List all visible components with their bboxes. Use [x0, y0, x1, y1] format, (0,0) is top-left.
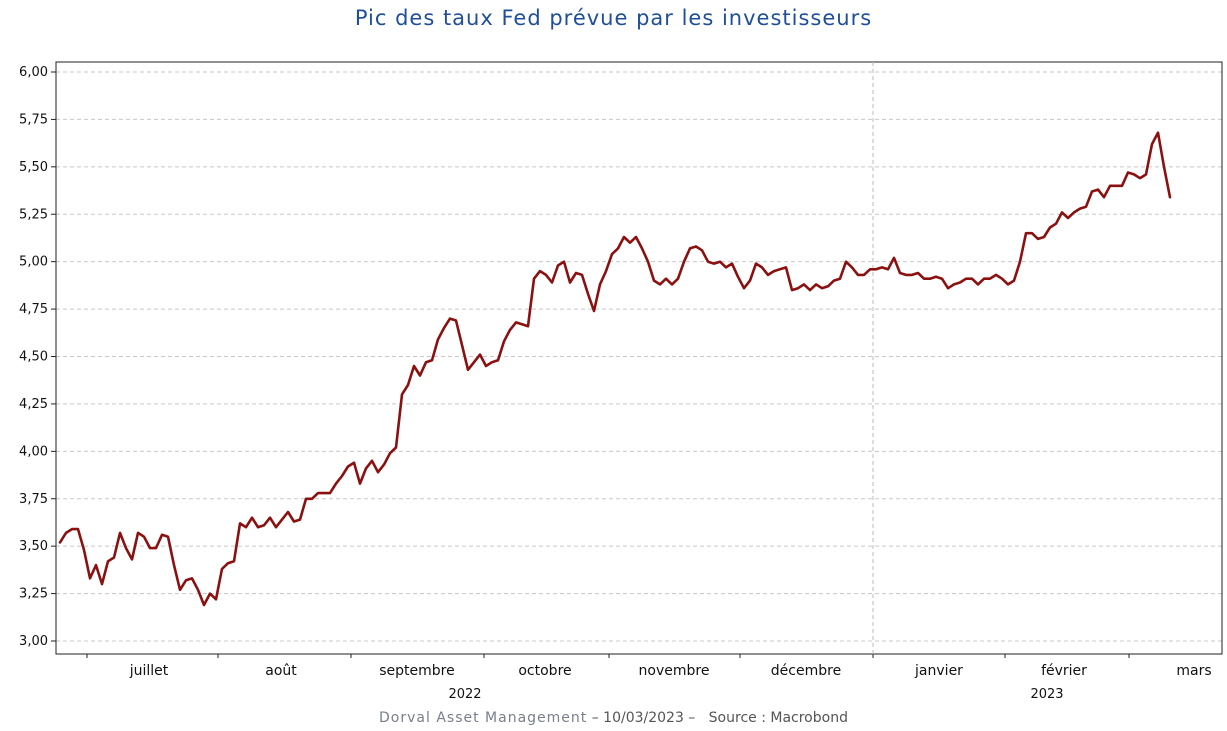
y-tick-label: 5,50 — [19, 160, 48, 175]
grid-layer — [56, 71, 1222, 642]
x-axis: juillet août septembre octobre novembre décem… — [86, 654, 1212, 702]
footer-credit: Dorval Asset Management – 10/03/2023 – S… — [0, 710, 1227, 726]
x-month-label: novembre — [639, 663, 710, 679]
y-tick-label: 3,75 — [19, 492, 48, 507]
y-tick-label: 4,25 — [19, 397, 48, 412]
x-month-label: août — [265, 663, 297, 679]
y-tick-label: 5,75 — [19, 112, 48, 127]
x-year-label: 2022 — [448, 687, 481, 702]
x-month-label: février — [1041, 663, 1087, 679]
x-month-label: juillet — [129, 663, 169, 679]
y-tick-label: 3,50 — [19, 539, 48, 554]
y-tick-label: 4,75 — [19, 302, 48, 317]
footer-brand: Dorval Asset Management — [379, 710, 588, 726]
x-month-label: décembre — [771, 663, 841, 679]
footer-source: Source : Macrobond — [708, 710, 848, 726]
x-month-label: septembre — [379, 663, 454, 679]
series-layer — [58, 131, 1172, 607]
footer-date: – 10/03/2023 – — [591, 710, 696, 726]
x-month-label: mars — [1176, 663, 1211, 679]
x-month-label: janvier — [914, 663, 963, 679]
y-tick-label: 4,50 — [19, 350, 48, 365]
series-line — [58, 131, 1172, 607]
plot-frame — [55, 61, 1223, 655]
y-tick-label: 3,25 — [19, 587, 48, 602]
y-tick-label: 4,00 — [19, 444, 48, 459]
y-tick-label: 6,00 — [19, 65, 48, 80]
y-axis: 3,00 3,25 3,50 3,75 4,00 4,25 4,50 4,75 5,00 5,25… — [19, 65, 56, 649]
y-tick-label: 3,00 — [19, 634, 48, 649]
y-tick-label: 5,25 — [19, 207, 48, 222]
x-year-label: 2023 — [1030, 687, 1063, 702]
chart-title: Pic des taux Fed prévue par les investis… — [354, 6, 873, 30]
y-tick-label: 5,00 — [19, 255, 48, 270]
x-month-label: octobre — [518, 663, 571, 679]
